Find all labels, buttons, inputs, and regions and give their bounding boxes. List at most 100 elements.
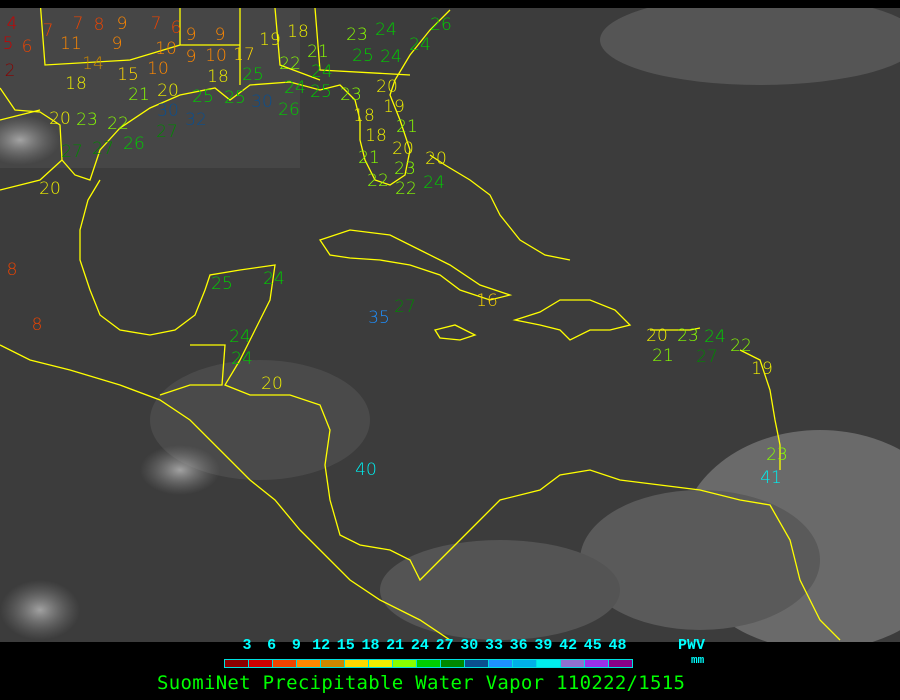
station-pwv-label: 25 bbox=[192, 87, 214, 107]
legend-tick-label: 6 bbox=[267, 637, 277, 654]
legend-tick-label: 12 bbox=[312, 637, 331, 654]
color-swatch bbox=[369, 660, 393, 667]
station-pwv-label: 22 bbox=[395, 179, 417, 199]
color-swatch bbox=[561, 660, 585, 667]
station-pwv-label: 9 bbox=[186, 25, 197, 45]
legend-tick-label: 24 bbox=[410, 637, 429, 654]
legend-tick-label: 3 bbox=[242, 637, 252, 654]
station-pwv-label: 21 bbox=[396, 117, 418, 137]
color-swatch bbox=[609, 660, 632, 667]
coastlines bbox=[0, 8, 841, 641]
station-pwv-label: 25 bbox=[310, 82, 332, 102]
station-pwv-label: 18 bbox=[65, 74, 87, 94]
station-pwv-label: 23 bbox=[766, 445, 788, 465]
color-swatch bbox=[345, 660, 369, 667]
station-pwv-label: 4 bbox=[7, 14, 18, 34]
station-pwv-label: 22 bbox=[367, 171, 389, 191]
station-pwv-label: 20 bbox=[261, 374, 283, 394]
station-pwv-label: 22 bbox=[730, 336, 752, 356]
legend-tick-label: 15 bbox=[336, 637, 355, 654]
color-swatch bbox=[321, 660, 345, 667]
station-pwv-label: 24 bbox=[284, 78, 306, 98]
legend-tick-label: 39 bbox=[534, 637, 553, 654]
station-pwv-label: 18 bbox=[353, 106, 375, 126]
station-pwv-label: 22 bbox=[107, 114, 129, 134]
map-title: SuomiNet Precipitable Water Vapor 110222… bbox=[157, 672, 686, 694]
legend-tick-label: 30 bbox=[460, 637, 479, 654]
station-pwv-label: 15 bbox=[117, 65, 139, 85]
color-swatch bbox=[393, 660, 417, 667]
legend-tick-label: 36 bbox=[509, 637, 528, 654]
station-pwv-label: 9 bbox=[117, 14, 128, 34]
station-pwv-label: 6 bbox=[171, 18, 182, 38]
station-pwv-label: 14 bbox=[82, 54, 104, 74]
station-pwv-label: 24 bbox=[423, 173, 445, 193]
station-pwv-label: 27 bbox=[61, 142, 83, 162]
station-pwv-label: 27 bbox=[696, 347, 718, 367]
station-pwv-label: 25 bbox=[352, 46, 374, 66]
station-pwv-label: 21 bbox=[128, 85, 150, 105]
station-pwv-label: 23 bbox=[76, 110, 98, 130]
station-pwv-label: 20 bbox=[49, 109, 71, 129]
station-pwv-label: 9 bbox=[186, 47, 197, 67]
station-pwv-label: 7 bbox=[151, 14, 162, 34]
station-pwv-label: 23 bbox=[394, 159, 416, 179]
station-pwv-label: 7 bbox=[43, 21, 54, 41]
color-swatch bbox=[441, 660, 465, 667]
color-swatch bbox=[273, 660, 297, 667]
station-pwv-label: 10 bbox=[205, 46, 227, 66]
color-swatch bbox=[585, 660, 609, 667]
station-pwv-label: 26 bbox=[123, 134, 145, 154]
station-pwv-label: 20 bbox=[425, 149, 447, 169]
station-pwv-label: 30 bbox=[157, 101, 179, 121]
station-pwv-label: 23 bbox=[677, 326, 699, 346]
station-pwv-label: 20 bbox=[376, 77, 398, 97]
station-pwv-label: 40 bbox=[355, 460, 377, 480]
station-pwv-label: 24 bbox=[704, 327, 726, 347]
legend-tick-label: 18 bbox=[361, 637, 380, 654]
station-pwv-label: 24 bbox=[375, 20, 397, 40]
station-pwv-label: 16 bbox=[476, 291, 498, 311]
station-pwv-label: 11 bbox=[60, 34, 82, 54]
color-swatch bbox=[513, 660, 537, 667]
color-scale-bar bbox=[224, 659, 633, 668]
station-pwv-label: 24 bbox=[311, 62, 333, 82]
station-pwv-label: 20 bbox=[39, 179, 61, 199]
station-pwv-label: 9 bbox=[215, 25, 226, 45]
station-pwv-label: 25 bbox=[242, 65, 264, 85]
legend-tick-label: 27 bbox=[435, 637, 454, 654]
station-pwv-label: 19 bbox=[383, 97, 405, 117]
legend-tick-label: 33 bbox=[484, 637, 504, 654]
station-pwv-label: 8 bbox=[32, 315, 43, 335]
station-pwv-label: 19 bbox=[259, 30, 281, 50]
station-pwv-label: 27 bbox=[394, 297, 416, 317]
station-pwv-label: 24 bbox=[409, 35, 431, 55]
color-swatch bbox=[465, 660, 489, 667]
station-pwv-label: 21 bbox=[652, 346, 674, 366]
station-pwv-label: 20 bbox=[392, 139, 414, 159]
station-pwv-label: 18 bbox=[287, 22, 309, 42]
station-pwv-label: 24 bbox=[263, 269, 285, 289]
station-pwv-label: 21 bbox=[307, 42, 329, 62]
station-pwv-label: 41 bbox=[760, 468, 782, 488]
station-pwv-label: 23 bbox=[340, 85, 362, 105]
station-pwv-label: 8 bbox=[94, 15, 105, 35]
legend-tick-label: 21 bbox=[386, 637, 405, 654]
station-pwv-label: 30 bbox=[251, 92, 273, 112]
station-pwv-label: 26 bbox=[278, 100, 300, 120]
station-pwv-label: 5 bbox=[3, 34, 14, 54]
station-pwv-label: 27 bbox=[156, 122, 178, 142]
station-pwv-label: 6 bbox=[22, 37, 33, 57]
station-pwv-label: 35 bbox=[368, 308, 390, 328]
legend-unit: mm bbox=[691, 655, 705, 667]
station-pwv-label: 10 bbox=[147, 59, 169, 79]
station-pwv-label: 21 bbox=[358, 148, 380, 168]
station-pwv-label: 23 bbox=[346, 25, 368, 45]
legend bbox=[0, 642, 900, 700]
station-pwv-label: 20 bbox=[157, 81, 179, 101]
station-pwv-label: 2 bbox=[5, 61, 16, 81]
station-pwv-label: 9 bbox=[112, 34, 123, 54]
station-pwv-label: 22 bbox=[279, 54, 301, 74]
